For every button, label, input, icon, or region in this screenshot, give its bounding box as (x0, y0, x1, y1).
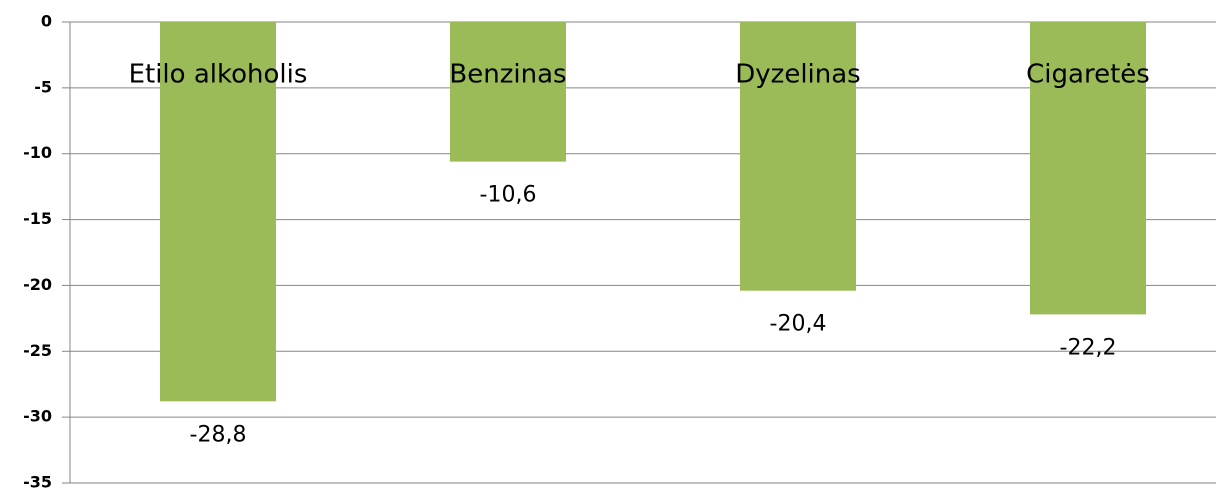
value-label: -28,8 (190, 422, 247, 447)
category-label: Cigaretės (1026, 60, 1150, 90)
value-label: -22,2 (1060, 335, 1117, 360)
y-tick-label: -30 (23, 407, 52, 426)
y-tick-label: -15 (23, 209, 52, 228)
y-tick-label: -20 (23, 275, 52, 294)
bar (450, 22, 566, 162)
category-label: Etilo alkoholis (129, 60, 308, 90)
bar (160, 22, 276, 402)
value-label: -10,6 (480, 183, 537, 208)
y-tick-label: -5 (34, 77, 52, 96)
y-tick-label: -10 (23, 143, 52, 162)
y-tick-label: 0 (41, 12, 52, 31)
bar (740, 22, 856, 291)
y-tick-label: -25 (23, 341, 52, 360)
bar (1030, 22, 1146, 315)
value-label: -20,4 (770, 312, 827, 337)
category-label: Benzinas (449, 60, 566, 90)
y-tick-label: -35 (23, 473, 52, 492)
category-label: Dyzelinas (735, 60, 860, 90)
